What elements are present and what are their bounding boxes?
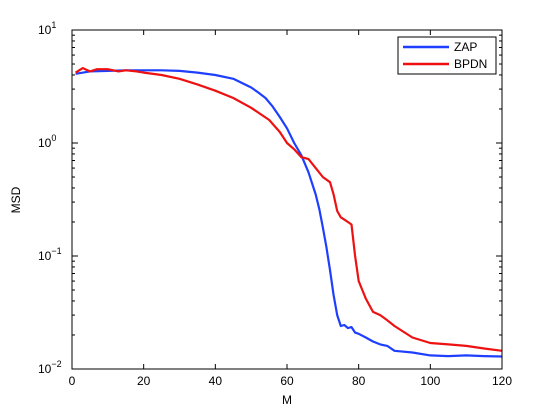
y-tick-base: 10 <box>38 136 52 150</box>
y-tick-exponent: −2 <box>51 359 61 369</box>
plot-area <box>72 30 502 369</box>
x-tick-label: 80 <box>352 374 366 388</box>
x-tick-label: 40 <box>209 374 223 388</box>
series-group <box>75 66 503 358</box>
y-tick-base: 10 <box>38 362 52 376</box>
legend: ZAP BPDN <box>397 36 497 75</box>
y-tick-exponent: 0 <box>51 133 56 143</box>
y-tick-exponent: −1 <box>51 246 61 256</box>
x-axis-label: M <box>282 393 292 407</box>
series-line-bpdn <box>75 66 503 352</box>
y-tick-label: 100 <box>38 133 56 150</box>
plot-frame <box>71 29 503 370</box>
legend-label-zap: ZAP <box>454 40 477 54</box>
x-tick-label: 100 <box>420 374 440 388</box>
y-tick-base: 10 <box>38 249 52 263</box>
y-tick-label: 10−2 <box>38 359 62 376</box>
x-tick-label: 0 <box>69 374 76 388</box>
legend-label-bpdn: BPDN <box>454 57 487 71</box>
y-tick-label: 10−1 <box>38 246 62 263</box>
x-tick-label: 20 <box>137 374 151 388</box>
series-line-zap <box>75 69 503 358</box>
y-axis-label: MSD <box>9 186 23 213</box>
y-tick-base: 10 <box>38 23 52 37</box>
y-tick-label: 101 <box>38 20 56 37</box>
y-tick-exponent: 1 <box>51 20 56 30</box>
x-tick-label: 60 <box>280 374 294 388</box>
legend-box <box>397 36 497 75</box>
x-tick-label: 120 <box>492 374 512 388</box>
